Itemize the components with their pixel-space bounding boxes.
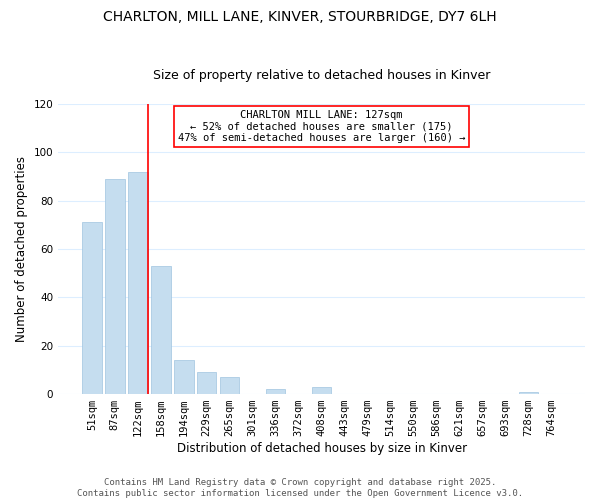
Text: CHARLTON, MILL LANE, KINVER, STOURBRIDGE, DY7 6LH: CHARLTON, MILL LANE, KINVER, STOURBRIDGE… [103,10,497,24]
Y-axis label: Number of detached properties: Number of detached properties [15,156,28,342]
Bar [128,172,148,394]
Bar [82,222,101,394]
Bar [312,387,331,394]
Bar [220,377,239,394]
Bar [197,372,217,394]
Text: Contains HM Land Registry data © Crown copyright and database right 2025.
Contai: Contains HM Land Registry data © Crown c… [77,478,523,498]
Bar [105,179,125,394]
X-axis label: Distribution of detached houses by size in Kinver: Distribution of detached houses by size … [176,442,467,455]
Title: Size of property relative to detached houses in Kinver: Size of property relative to detached ho… [153,69,490,82]
Text: CHARLTON MILL LANE: 127sqm
← 52% of detached houses are smaller (175)
47% of sem: CHARLTON MILL LANE: 127sqm ← 52% of deta… [178,110,466,143]
Bar [266,389,286,394]
Bar [518,392,538,394]
Bar [174,360,194,394]
Bar [151,266,170,394]
